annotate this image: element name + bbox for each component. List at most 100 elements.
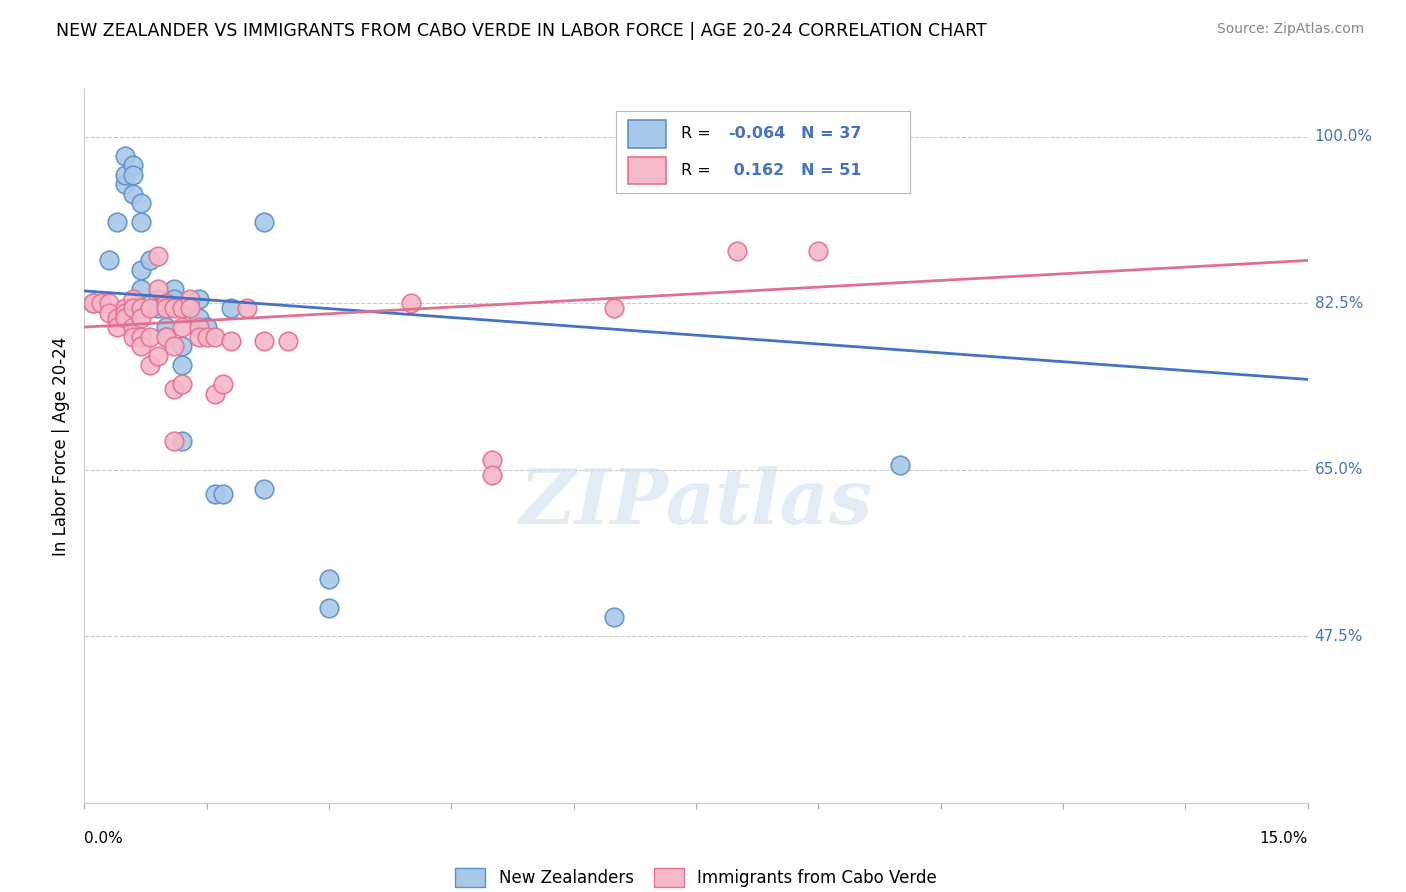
Point bbox=[253, 482, 276, 496]
Point bbox=[97, 296, 120, 310]
Point bbox=[155, 301, 177, 315]
Text: 0.162: 0.162 bbox=[728, 163, 785, 178]
Point bbox=[131, 310, 153, 325]
Point bbox=[122, 158, 145, 172]
Point bbox=[187, 329, 209, 343]
Point bbox=[90, 296, 112, 310]
Text: 82.5%: 82.5% bbox=[1315, 296, 1362, 310]
Point bbox=[114, 301, 136, 315]
Point bbox=[82, 296, 104, 310]
Point bbox=[212, 486, 235, 500]
Text: ZIPatlas: ZIPatlas bbox=[519, 467, 873, 540]
Point bbox=[807, 244, 830, 258]
Point bbox=[122, 329, 145, 343]
Point bbox=[131, 263, 153, 277]
Point bbox=[163, 382, 186, 396]
Point bbox=[172, 377, 194, 392]
Text: N = 51: N = 51 bbox=[801, 163, 862, 178]
Point bbox=[155, 329, 177, 343]
Text: 65.0%: 65.0% bbox=[1315, 462, 1362, 477]
Point bbox=[253, 215, 276, 229]
Point bbox=[105, 320, 128, 334]
Text: -0.064: -0.064 bbox=[728, 126, 786, 141]
Point bbox=[114, 168, 136, 182]
Point bbox=[253, 334, 276, 349]
Point bbox=[146, 249, 169, 263]
Point bbox=[481, 453, 503, 467]
Point bbox=[131, 215, 153, 229]
Point bbox=[138, 329, 160, 343]
Text: 100.0%: 100.0% bbox=[1315, 129, 1372, 145]
Point bbox=[172, 320, 194, 334]
Point bbox=[187, 320, 209, 334]
Text: 15.0%: 15.0% bbox=[1260, 831, 1308, 847]
Point bbox=[172, 434, 194, 449]
Text: N = 37: N = 37 bbox=[801, 126, 862, 141]
Point bbox=[399, 296, 422, 310]
Point bbox=[131, 339, 153, 353]
Point bbox=[131, 301, 153, 315]
Point bbox=[146, 292, 169, 306]
Point bbox=[219, 301, 242, 315]
Point bbox=[212, 377, 235, 392]
Point bbox=[146, 349, 169, 363]
Point bbox=[163, 434, 186, 449]
Point bbox=[195, 329, 218, 343]
Point bbox=[318, 600, 340, 615]
Point bbox=[318, 572, 340, 586]
Point bbox=[163, 339, 186, 353]
Point bbox=[97, 306, 120, 320]
Point bbox=[122, 168, 145, 182]
FancyBboxPatch shape bbox=[628, 157, 666, 185]
Point bbox=[163, 282, 186, 296]
Point bbox=[163, 292, 186, 306]
Point bbox=[155, 320, 177, 334]
Point bbox=[114, 310, 136, 325]
Point bbox=[138, 253, 160, 268]
Point bbox=[204, 386, 226, 401]
Point bbox=[105, 215, 128, 229]
Point bbox=[131, 329, 153, 343]
Point bbox=[195, 320, 218, 334]
Point bbox=[219, 334, 242, 349]
Point bbox=[187, 292, 209, 306]
Point bbox=[603, 301, 626, 315]
Point bbox=[179, 292, 201, 306]
Point bbox=[603, 610, 626, 624]
Point bbox=[172, 339, 194, 353]
Text: R =: R = bbox=[681, 163, 716, 178]
Point bbox=[204, 486, 226, 500]
Point bbox=[122, 320, 145, 334]
Point bbox=[155, 329, 177, 343]
Legend: New Zealanders, Immigrants from Cabo Verde: New Zealanders, Immigrants from Cabo Ver… bbox=[456, 868, 936, 888]
Point bbox=[155, 301, 177, 315]
Y-axis label: In Labor Force | Age 20-24: In Labor Force | Age 20-24 bbox=[52, 336, 70, 556]
Point bbox=[179, 301, 201, 315]
Point bbox=[172, 301, 194, 315]
Point bbox=[204, 329, 226, 343]
Point bbox=[122, 186, 145, 201]
Point bbox=[131, 196, 153, 211]
Point bbox=[277, 334, 299, 349]
Point bbox=[163, 301, 186, 315]
Point bbox=[97, 253, 120, 268]
Point bbox=[105, 310, 128, 325]
Point bbox=[138, 301, 160, 315]
Point bbox=[82, 296, 104, 310]
Point bbox=[122, 301, 145, 315]
Point bbox=[138, 358, 160, 372]
Point bbox=[889, 458, 911, 472]
Point bbox=[725, 244, 748, 258]
Point bbox=[114, 178, 136, 192]
Point bbox=[114, 149, 136, 163]
Point bbox=[131, 282, 153, 296]
Point bbox=[236, 301, 259, 315]
Text: Source: ZipAtlas.com: Source: ZipAtlas.com bbox=[1216, 22, 1364, 37]
Point bbox=[155, 296, 177, 310]
Text: 0.0%: 0.0% bbox=[84, 831, 124, 847]
Point bbox=[146, 282, 169, 296]
Point bbox=[172, 358, 194, 372]
Point bbox=[122, 292, 145, 306]
Point bbox=[481, 467, 503, 482]
Point bbox=[187, 310, 209, 325]
